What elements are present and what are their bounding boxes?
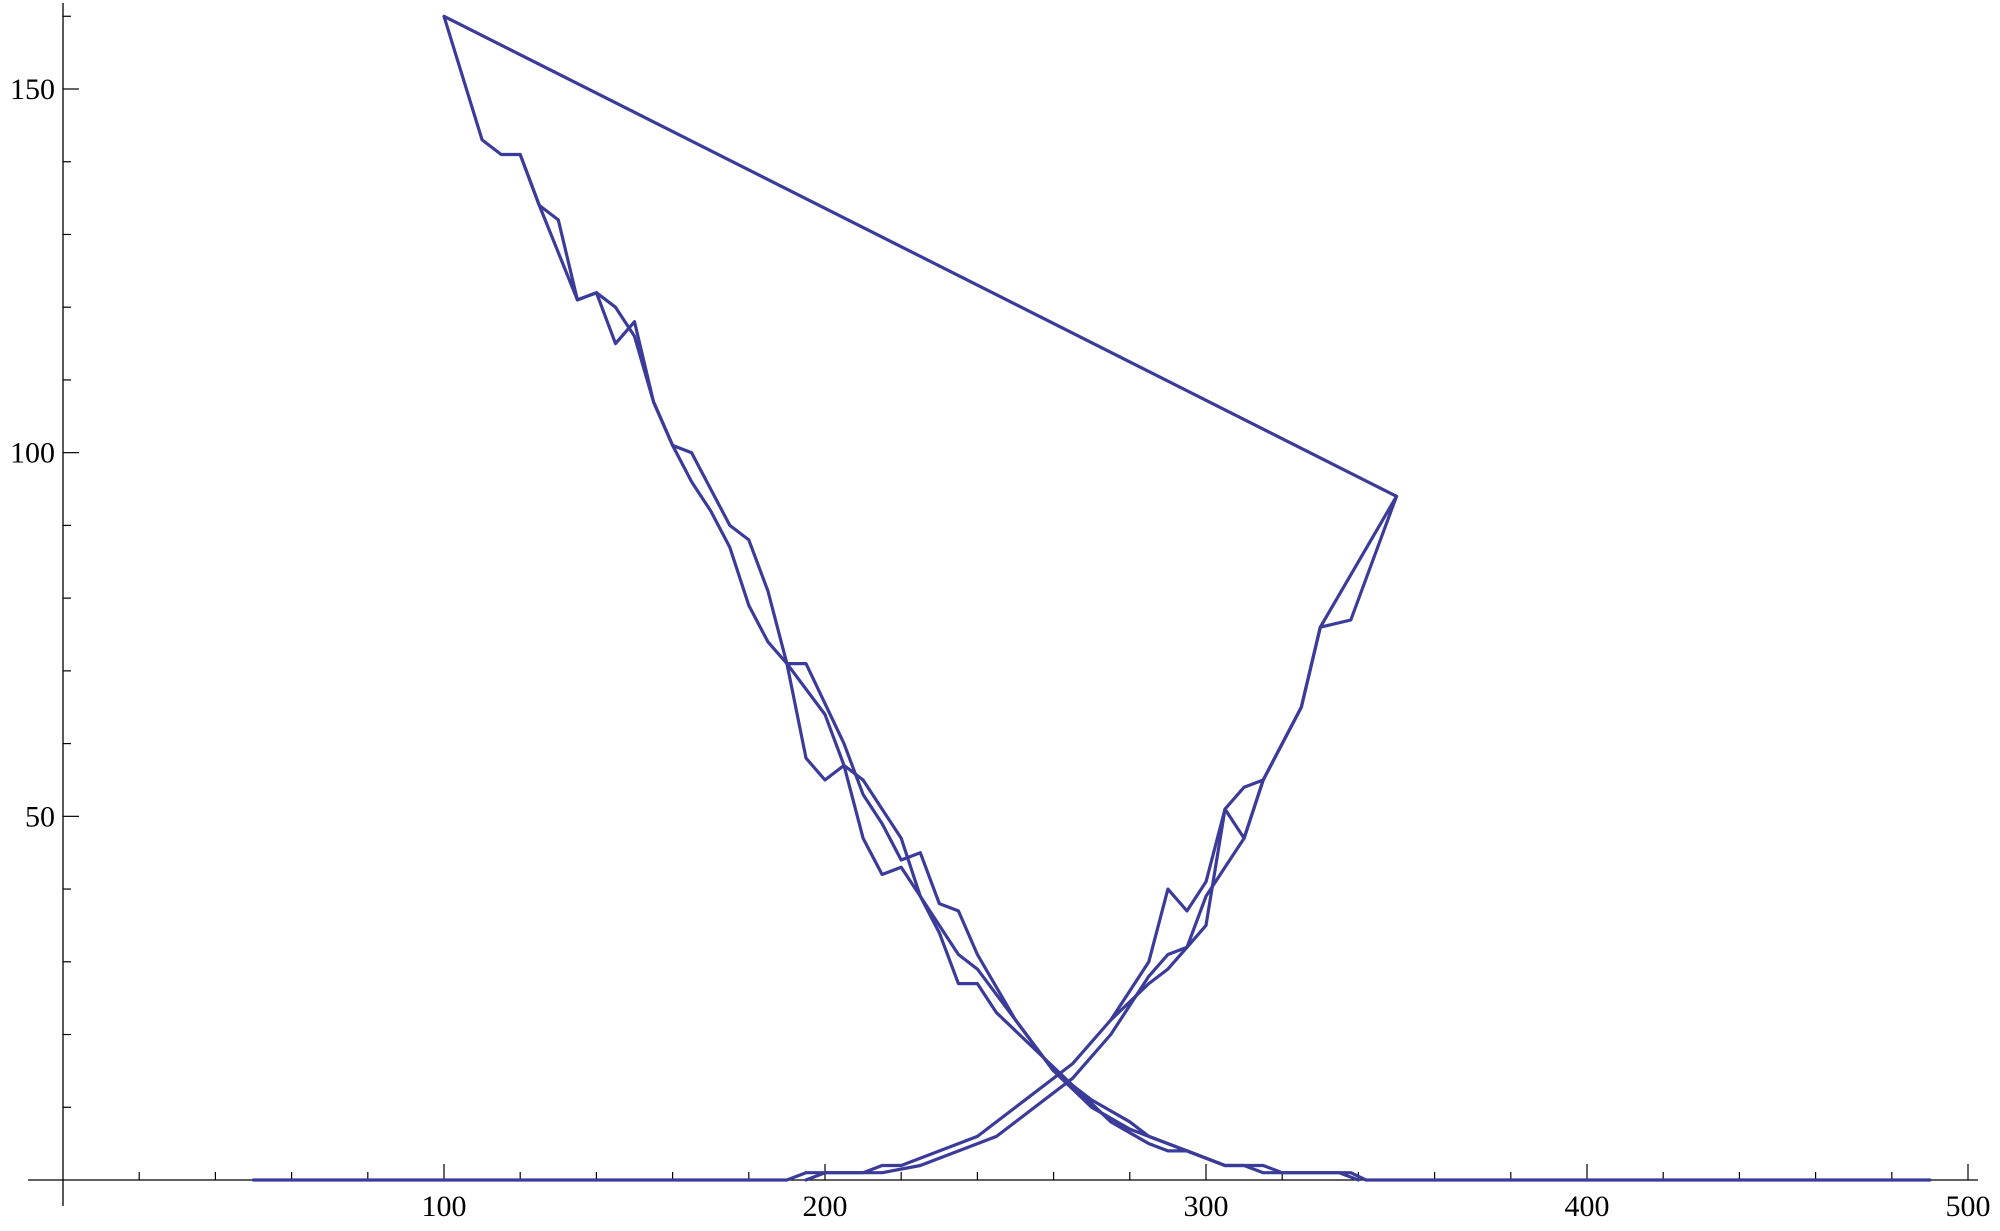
x-tick-label: 200 bbox=[803, 1190, 848, 1223]
x-tick-label: 500 bbox=[1946, 1190, 1991, 1223]
series-line-2 bbox=[804, 494, 1399, 1182]
series-line-3 bbox=[518, 152, 1361, 1182]
y-axis: 50 100 150 bbox=[10, 3, 79, 1206]
y-tick-label: 150 bbox=[10, 73, 55, 106]
y-tick-label: 100 bbox=[10, 437, 55, 470]
x-tick-label: 100 bbox=[422, 1190, 467, 1223]
series-line-1 bbox=[251, 14, 1932, 1182]
x-tick-label: 400 bbox=[1565, 1190, 1610, 1223]
series-line-4 bbox=[785, 661, 1227, 1168]
y-tick-label: 50 bbox=[25, 800, 55, 833]
series-layer bbox=[251, 14, 1932, 1182]
x-tick-label: 300 bbox=[1184, 1190, 1229, 1223]
series-line-5 bbox=[1109, 778, 1265, 1022]
x-axis: 100 200 300 400 500 bbox=[28, 1164, 1991, 1223]
